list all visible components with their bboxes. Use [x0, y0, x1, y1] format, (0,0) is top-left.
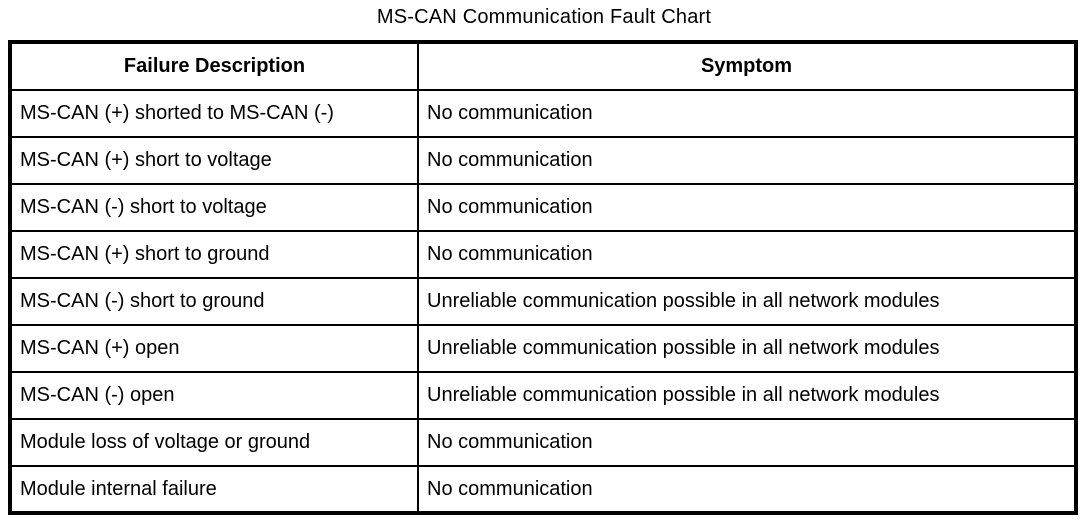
failure-cell: MS-CAN (+) open: [9, 324, 419, 373]
failure-cell: MS-CAN (-) open: [9, 371, 419, 420]
failure-cell: MS-CAN (+) shorted to MS-CAN (-): [9, 89, 419, 138]
table-row: MS-CAN (+) short to voltage No communica…: [9, 136, 1077, 185]
symptom-cell: Unreliable communication possible in all…: [417, 277, 1077, 326]
table-header: Failure Description Symptom: [9, 41, 1077, 91]
symptom-cell: Unreliable communication possible in all…: [417, 324, 1077, 373]
symptom-cell: No communication: [417, 136, 1077, 185]
failure-cell: Module internal failure: [9, 465, 419, 514]
table-row: MS-CAN (-) open Unreliable communication…: [9, 371, 1077, 420]
failure-cell: MS-CAN (-) short to ground: [9, 277, 419, 326]
failure-cell: Module loss of voltage or ground: [9, 418, 419, 467]
header-row: Failure Description Symptom: [9, 41, 1077, 91]
column-header-failure-description: Failure Description: [9, 41, 419, 91]
failure-cell: MS-CAN (+) short to ground: [9, 230, 419, 279]
symptom-cell: No communication: [417, 230, 1077, 279]
failure-cell: MS-CAN (-) short to voltage: [9, 183, 419, 232]
symptom-cell: Unreliable communication possible in all…: [417, 371, 1077, 420]
failure-cell: MS-CAN (+) short to voltage: [9, 136, 419, 185]
table-row: MS-CAN (+) open Unreliable communication…: [9, 324, 1077, 373]
table-row: MS-CAN (+) short to ground No communicat…: [9, 230, 1077, 279]
symptom-cell: No communication: [417, 418, 1077, 467]
table-row: MS-CAN (-) short to voltage No communica…: [9, 183, 1077, 232]
table-row: Module loss of voltage or ground No comm…: [9, 418, 1077, 467]
column-header-symptom: Symptom: [417, 41, 1077, 91]
symptom-cell: No communication: [417, 89, 1077, 138]
symptom-cell: No communication: [417, 465, 1077, 514]
page-title: MS-CAN Communication Fault Chart: [376, 6, 712, 28]
fault-chart-table: Failure Description Symptom MS-CAN (+) s…: [8, 40, 1078, 515]
table-row: MS-CAN (-) short to ground Unreliable co…: [9, 277, 1077, 326]
table-row: Module internal failure No communication: [9, 465, 1077, 514]
table-body: MS-CAN (+) shorted to MS-CAN (-) No comm…: [9, 89, 1077, 514]
table-row: MS-CAN (+) shorted to MS-CAN (-) No comm…: [9, 89, 1077, 138]
symptom-cell: No communication: [417, 183, 1077, 232]
